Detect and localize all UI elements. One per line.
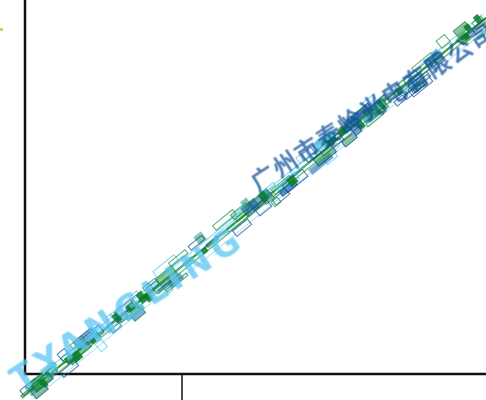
watermark-fragment <box>211 208 237 231</box>
watermark-accent <box>89 337 97 345</box>
watermark-accent <box>111 311 123 324</box>
watermark-fragment <box>433 53 444 64</box>
watermark-fragment <box>417 64 431 77</box>
watermark-fragment <box>410 83 422 94</box>
watermark-fragment <box>407 70 432 92</box>
watermark-accent <box>134 303 141 310</box>
watermark-fragment <box>193 231 208 246</box>
watermark-fragment <box>130 307 147 323</box>
watermark-accent <box>354 119 366 131</box>
watermark-accent <box>95 331 102 339</box>
watermark-fragment <box>167 249 189 268</box>
watermark-accent <box>200 246 209 255</box>
watermark-accent <box>125 301 138 313</box>
watermark-fragment <box>435 33 452 50</box>
watermark-fragment <box>295 150 310 164</box>
watermark-band <box>19 13 486 400</box>
watermark-fragment <box>394 73 414 92</box>
watermark-accent <box>463 23 473 33</box>
watermark-fragment <box>182 255 195 268</box>
watermark-fragment <box>152 276 173 295</box>
watermark-accent <box>463 33 471 42</box>
watermark-fragment <box>393 94 407 107</box>
watermark-accent <box>339 124 350 134</box>
watermark-accent <box>394 87 403 97</box>
watermark-fragment <box>312 144 338 167</box>
watermark-accent <box>39 378 49 389</box>
watermark-fragment <box>422 49 443 69</box>
watermark-cjk-text: 广州市泰岭光电有限公司 <box>246 18 486 197</box>
watermark-fragment <box>59 359 80 379</box>
watermark-fragment <box>108 296 136 321</box>
watermark-fragment <box>69 335 86 350</box>
watermark-accent <box>285 174 299 188</box>
watermark-fragment <box>429 60 441 72</box>
watermark-fragment <box>240 197 261 218</box>
watermark-accent <box>324 139 332 147</box>
watermark-accent <box>459 32 470 41</box>
watermark-fragment <box>311 130 337 154</box>
watermark-fragment <box>111 322 122 333</box>
watermark-fragment <box>213 219 237 241</box>
watermark-fragment <box>164 272 189 294</box>
watermark-fragment <box>106 318 123 334</box>
watermark-fragment <box>94 338 109 353</box>
watermark-accent <box>257 190 270 203</box>
watermark-accent <box>70 349 84 363</box>
watermark-fragment <box>87 328 99 340</box>
watermark-accent <box>326 134 339 146</box>
watermark-fragment <box>360 94 377 109</box>
watermark-fragment <box>187 234 206 251</box>
watermark-fragment <box>399 78 420 97</box>
watermark-latin-text: TYANGLING <box>3 218 253 400</box>
watermark-fragment <box>475 29 486 41</box>
watermark-accent <box>376 99 387 110</box>
watermark-accent <box>472 13 484 26</box>
watermark-fragment <box>231 218 253 238</box>
edge-mark <box>0 28 3 31</box>
watermark-fragment <box>270 196 282 208</box>
watermark-fragment <box>205 235 220 248</box>
watermark-fragment <box>254 199 273 217</box>
watermark-accent <box>138 292 150 304</box>
